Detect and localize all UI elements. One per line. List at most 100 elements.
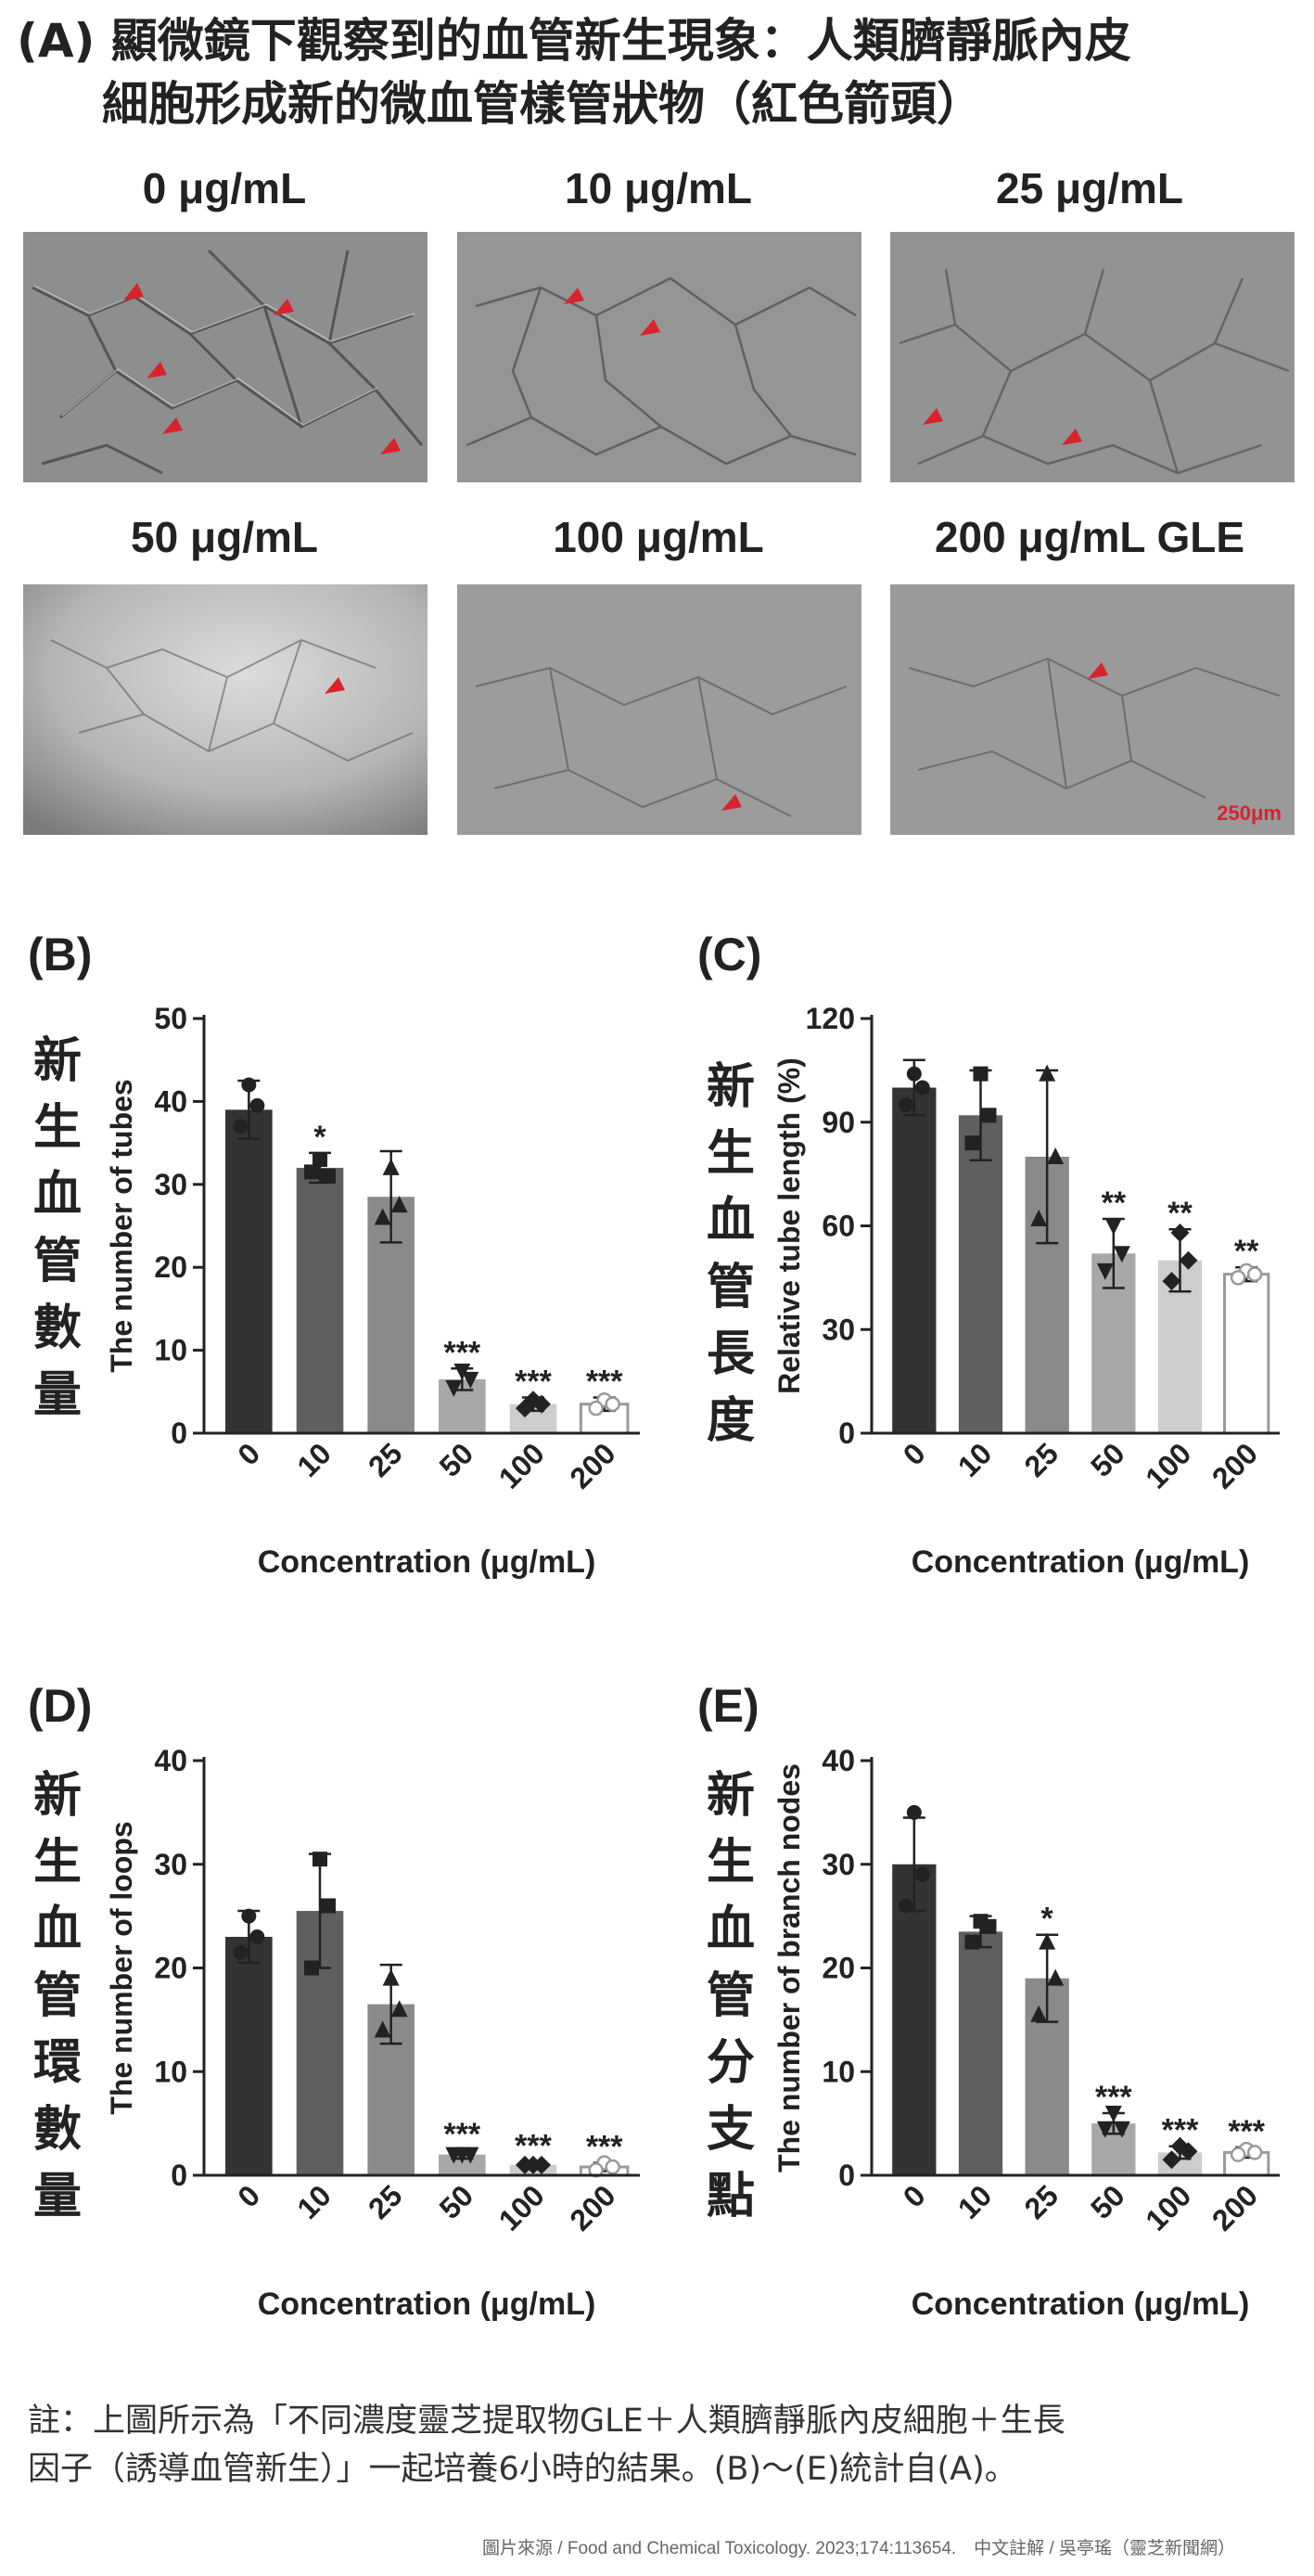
data-point — [1096, 1262, 1114, 1280]
micrograph-label-200: 200 μg/mL GLE — [934, 513, 1245, 561]
data-point — [605, 1396, 620, 1412]
bar — [958, 1931, 1003, 2175]
arrow-icons — [1088, 662, 1108, 679]
y-axis-title: The number of loops — [105, 1821, 138, 2114]
y-tick-label: 20 — [154, 1952, 187, 1985]
data-point — [898, 1097, 913, 1113]
significance-label: *** — [515, 2128, 552, 2163]
data-point — [382, 1158, 400, 1175]
panel-a-title-line2: 細胞形成新的微血管樣管狀物（紅色箭頭） — [102, 77, 983, 131]
x-tick-label: 50 — [1084, 1436, 1131, 1483]
zh-label-tube-length: 新生血管長度 — [706, 1059, 755, 1449]
data-point — [445, 2147, 463, 2164]
x-tick-label: 25 — [1017, 2178, 1065, 2225]
x-tick-label: 10 — [290, 2178, 338, 2225]
chart-tubes: 0 10 20 30 40 50 The number of tubes 0 * 10 25 *** 5… — [105, 1002, 640, 1580]
x-tick-label: 0 — [897, 2178, 932, 2213]
y-tick-label: 30 — [154, 1848, 187, 1881]
plot-area: 0 10 20 30 40 The number of loops 0 10 25 *** 50 **… — [105, 1744, 640, 2322]
arrow-icons — [721, 794, 742, 811]
significance-label: *** — [586, 1365, 623, 1400]
data-point — [1113, 2121, 1130, 2138]
data-point — [973, 1066, 989, 1082]
micrograph-label-0: 0 μg/mL — [142, 164, 307, 212]
data-point — [1104, 1218, 1122, 1236]
x-tick-label: 0 — [897, 1436, 932, 1471]
significance-label: ** — [1167, 1196, 1193, 1231]
micrograph-0 — [23, 232, 427, 482]
data-point — [906, 1804, 922, 1820]
arrow-icons — [325, 677, 345, 694]
data-point — [453, 1363, 471, 1380]
data-point — [374, 1208, 391, 1225]
bar — [225, 1936, 273, 2175]
y-tick-label: 0 — [838, 1416, 855, 1450]
y-tick-label: 10 — [822, 2055, 855, 2088]
data-point — [233, 1119, 249, 1134]
arrow-icons — [564, 288, 660, 336]
data-point — [1047, 1968, 1065, 1986]
x-tick-label: 25 — [1017, 1436, 1065, 1483]
zh-label-loops: 新生血管環數量 — [32, 1768, 82, 2224]
footnote-line2: 因子（誘導血管新生）」一起培養6小時的結果。(B)～(E)統計自(A)。 — [28, 2451, 1017, 2488]
micrograph-label-100: 100 μg/mL — [553, 513, 764, 561]
y-tick-label: 40 — [822, 1744, 855, 1777]
x-tick-label: 100 — [1139, 1436, 1197, 1494]
data-point — [516, 2155, 534, 2174]
data-point — [390, 2000, 408, 2018]
data-point — [313, 1852, 327, 1867]
data-point — [1179, 2142, 1198, 2161]
x-tick-label: 0 — [231, 2178, 266, 2213]
bar — [892, 1864, 937, 2175]
y-tick-label: 120 — [806, 1002, 855, 1035]
significance-label: * — [1041, 1902, 1054, 1937]
y-tick-label: 0 — [171, 2159, 187, 2192]
significance-label: ** — [1102, 1185, 1127, 1221]
bar — [296, 1167, 344, 1433]
micrograph-50 — [23, 584, 427, 835]
y-tick-label: 60 — [822, 1210, 855, 1243]
x-tick-label: 25 — [362, 1436, 409, 1483]
y-axis-title: Relative tube length (%) — [772, 1057, 806, 1394]
source-credit: 圖片來源 / Food and Chemical Toxicology. 202… — [482, 2539, 1236, 2558]
data-point — [1162, 1272, 1181, 1291]
data-point — [462, 2147, 479, 2164]
data-point — [390, 1196, 408, 1213]
x-tick-label: 25 — [362, 2178, 409, 2225]
micrograph-label-25: 25 μg/mL — [996, 164, 1183, 212]
data-point — [605, 2159, 620, 2175]
data-point — [1039, 1932, 1056, 1950]
significance-label: *** — [1162, 2113, 1199, 2148]
data-point — [1170, 1223, 1190, 1242]
x-axis-title: Concentration (μg/mL) — [258, 2287, 596, 2322]
arrow-icons — [923, 408, 1082, 445]
bar — [1223, 1273, 1270, 1435]
data-point — [241, 1908, 257, 1924]
significance-label: ** — [1234, 1234, 1259, 1269]
x-tick-label: 0 — [231, 1436, 266, 1471]
micrograph-label-10: 10 μg/mL — [565, 164, 752, 212]
data-point — [516, 1399, 534, 1418]
data-point — [1030, 2005, 1048, 2022]
micrograph-25 — [890, 232, 1295, 482]
x-tick-label: 50 — [433, 2178, 480, 2225]
significance-label: *** — [515, 1365, 552, 1400]
data-point — [1162, 2150, 1181, 2170]
y-tick-label: 30 — [822, 1313, 855, 1346]
x-tick-label: 200 — [1206, 2178, 1264, 2236]
y-tick-label: 20 — [154, 1250, 187, 1284]
data-point — [532, 1394, 551, 1414]
significance-label: *** — [1095, 2080, 1132, 2115]
panel-e-label: (E) — [697, 1680, 759, 1732]
y-tick-label: 0 — [838, 2159, 855, 2192]
data-point — [304, 1164, 319, 1180]
significance-label: *** — [586, 2130, 623, 2165]
data-point — [382, 1968, 400, 1986]
y-tick-label: 50 — [154, 1002, 187, 1035]
micrograph-label-50: 50 μg/mL — [131, 513, 318, 561]
data-point — [981, 1108, 997, 1123]
x-axis-title: Concentration (μg/mL) — [258, 1544, 596, 1580]
data-point — [1113, 1246, 1130, 1263]
chart-loops: 0 10 20 30 40 The number of loops 0 10 25 *** 50 **… — [105, 1744, 640, 2322]
